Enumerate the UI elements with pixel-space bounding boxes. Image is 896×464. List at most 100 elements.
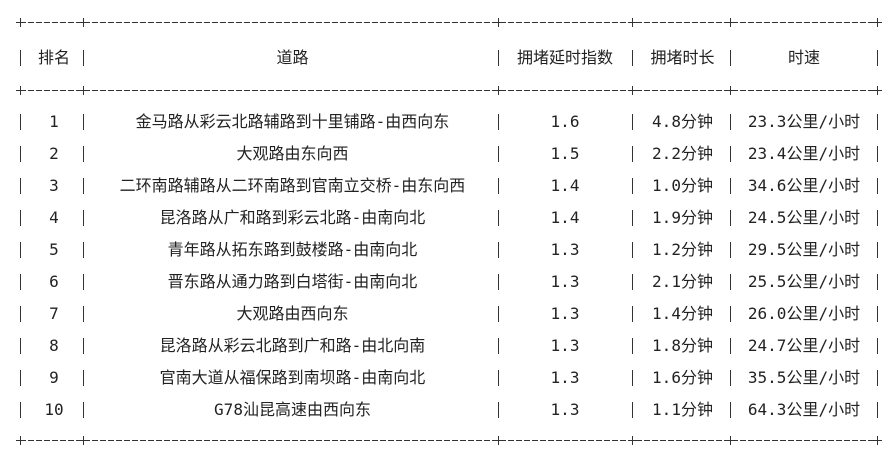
column-separator: [730, 402, 731, 418]
cell-duration: 1.2分钟: [652, 240, 713, 259]
column-separator: [498, 178, 499, 194]
column-separator: [498, 402, 499, 418]
column-separator: [83, 274, 84, 290]
cell-delay-index: 1.3: [550, 304, 580, 323]
cell-duration: 1.4分钟: [652, 304, 713, 323]
column-separator: [632, 306, 633, 322]
cell-delay-index: 1.3: [550, 336, 580, 355]
column-separator: [498, 114, 499, 130]
table-bottom-border: [20, 440, 878, 441]
cell-delay-index: 1.3: [550, 240, 580, 259]
border-junction: [726, 86, 735, 95]
column-separator: [730, 146, 731, 162]
column-separator: [83, 402, 84, 418]
column-separator: [877, 114, 878, 130]
column-separator: [20, 146, 21, 162]
cell-road: 青年路从拓东路到鼓楼路-由南向北: [167, 240, 418, 259]
border-junction: [494, 86, 503, 95]
column-separator: [632, 146, 633, 162]
cell-rank: 3: [49, 176, 59, 195]
column-separator: [20, 178, 21, 194]
border-junction: [79, 86, 88, 95]
cell-delay-index: 1.3: [550, 368, 580, 387]
column-separator: [83, 306, 84, 322]
cell-rank: 7: [49, 304, 59, 323]
cell-road: 昆洛路从彩云北路到广和路-由北向南: [159, 336, 426, 355]
column-separator: [498, 50, 499, 66]
cell-duration: 1.9分钟: [652, 208, 713, 227]
column-separator: [730, 242, 731, 258]
column-separator: [632, 242, 633, 258]
cell-rank: 8: [49, 336, 59, 355]
column-separator: [632, 50, 633, 66]
cell-rank: 4: [49, 208, 59, 227]
column-separator: [632, 114, 633, 130]
column-separator: [877, 50, 878, 66]
border-junction: [628, 436, 637, 445]
column-separator: [730, 274, 731, 290]
border-junction: [16, 86, 25, 95]
header-speed: 时速: [787, 48, 820, 67]
column-separator: [83, 178, 84, 194]
column-separator: [632, 370, 633, 386]
cell-rank: 6: [49, 272, 59, 291]
column-separator: [730, 178, 731, 194]
cell-delay-index: 1.3: [550, 400, 580, 419]
column-separator: [877, 370, 878, 386]
column-separator: [632, 338, 633, 354]
cell-speed: 29.5公里/小时: [747, 240, 861, 259]
cell-rank: 9: [49, 368, 59, 387]
column-separator: [20, 50, 21, 66]
column-separator: [877, 210, 878, 226]
cell-road: G78汕昆高速由西向东: [214, 400, 371, 419]
column-separator: [632, 178, 633, 194]
column-separator: [498, 210, 499, 226]
column-separator: [20, 306, 21, 322]
cell-rank: 10: [44, 400, 64, 419]
border-junction: [628, 86, 637, 95]
cell-speed: 24.7公里/小时: [747, 336, 861, 355]
header-bottom-border: [20, 90, 878, 91]
border-junction: [16, 436, 25, 445]
cell-road: 晋东路从通力路到白塔街-由南向北: [167, 272, 418, 291]
column-separator: [20, 210, 21, 226]
column-separator: [83, 146, 84, 162]
cell-speed: 35.5公里/小时: [747, 368, 861, 387]
cell-speed: 24.5公里/小时: [747, 208, 861, 227]
column-separator: [83, 370, 84, 386]
column-separator: [730, 210, 731, 226]
column-separator: [877, 146, 878, 162]
column-separator: [730, 370, 731, 386]
cell-duration: 1.6分钟: [652, 368, 713, 387]
column-separator: [730, 114, 731, 130]
column-separator: [498, 338, 499, 354]
cell-rank: 5: [49, 240, 59, 259]
cell-delay-index: 1.4: [550, 208, 580, 227]
cell-road: 昆洛路从广和路到彩云北路-由南向北: [159, 208, 426, 227]
cell-delay-index: 1.4: [550, 176, 580, 195]
cell-speed: 64.3公里/小时: [747, 400, 861, 419]
header-rank: 排名: [37, 48, 70, 67]
cell-duration: 2.1分钟: [652, 272, 713, 291]
column-separator: [498, 370, 499, 386]
header-duration: 拥堵时长: [650, 48, 715, 67]
cell-rank: 1: [49, 112, 59, 131]
cell-duration: 2.2分钟: [652, 144, 713, 163]
cell-speed: 23.4公里/小时: [747, 144, 861, 163]
column-separator: [20, 338, 21, 354]
column-separator: [20, 274, 21, 290]
column-separator: [20, 402, 21, 418]
cell-duration: 1.0分钟: [652, 176, 713, 195]
column-separator: [20, 242, 21, 258]
column-separator: [83, 338, 84, 354]
cell-road: 金马路从彩云北路辅路到十里铺路-由西向东: [135, 112, 450, 131]
column-separator: [83, 242, 84, 258]
cell-delay-index: 1.5: [550, 144, 580, 163]
column-separator: [20, 370, 21, 386]
border-junction: [494, 18, 503, 27]
column-separator: [877, 402, 878, 418]
column-separator: [632, 402, 633, 418]
border-junction: [873, 86, 882, 95]
cell-speed: 25.5公里/小时: [747, 272, 861, 291]
column-separator: [632, 274, 633, 290]
